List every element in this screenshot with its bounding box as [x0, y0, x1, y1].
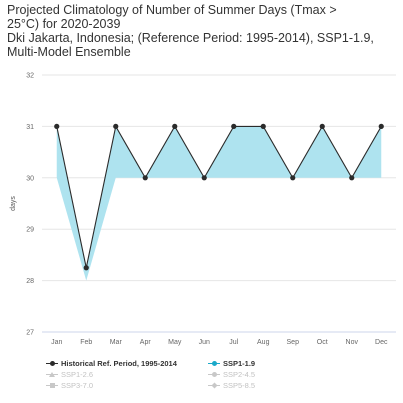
legend-label-ssp245: SSP2-4.5	[223, 370, 256, 379]
historical-point-dec	[378, 123, 384, 129]
historical-point-may	[172, 123, 178, 129]
ssp245-line-icon	[208, 371, 220, 379]
x-tick-label: Nov	[346, 339, 359, 346]
ssp119-range-area	[56, 126, 382, 281]
historical-point-jul	[231, 123, 237, 129]
ssp119-line-icon	[208, 360, 220, 368]
ssp370-line-icon	[46, 382, 58, 390]
axis-layer: 27 28 29 30 31 32 Jan Feb Mar Apr May Jun Jul Aug Sep O…	[10, 73, 396, 346]
y-tick-label: 27	[26, 330, 34, 337]
x-tick-label: Feb	[80, 339, 92, 346]
historical-line-icon	[46, 360, 58, 368]
legend-item-ssp245[interactable]: SSP2-4.5	[208, 370, 370, 379]
historical-point-mar	[113, 123, 119, 129]
legend-label-ssp585: SSP5-8.5	[223, 381, 256, 390]
y-tick-label: 31	[26, 124, 34, 131]
point-layer	[54, 123, 384, 271]
x-tick-label: Jul	[229, 339, 238, 346]
historical-series-line	[56, 124, 382, 268]
legend-item-historical[interactable]: Historical Ref. Period, 1995-2014	[46, 359, 208, 368]
historical-point-jun	[201, 175, 207, 181]
historical-point-apr	[142, 175, 148, 181]
legend-label-ssp126: SSP1-2.6	[61, 370, 94, 379]
historical-point-aug	[260, 123, 266, 129]
legend-label-ssp370: SSP3-7.0	[61, 381, 94, 390]
x-tick-label: Jan	[51, 339, 62, 346]
y-tick-label: 29	[26, 227, 34, 234]
legend-item-ssp370[interactable]: SSP3-7.0	[46, 381, 208, 390]
title-line-2: 25°C) for 2020-2039	[7, 17, 121, 31]
x-tick-label: May	[168, 339, 182, 346]
area-layer	[56, 126, 382, 281]
legend: Historical Ref. Period, 1995-2014 SSP1-1…	[46, 358, 376, 391]
legend-label-historical: Historical Ref. Period, 1995-2014	[61, 359, 177, 368]
ssp585-line-icon	[208, 382, 220, 390]
y-tick-label: 30	[26, 175, 34, 182]
x-tick-label: Apr	[140, 339, 152, 346]
historical-point-jan	[54, 123, 60, 129]
legend-item-ssp119[interactable]: SSP1-1.9	[208, 359, 370, 368]
legend-label-ssp119: SSP1-1.9	[223, 359, 256, 368]
chart-title: Projected Climatology of Number of Summe…	[7, 3, 399, 59]
line-layer	[56, 124, 382, 268]
title-line-1: Projected Climatology of Number of Summe…	[7, 3, 337, 17]
title-line-3: Dki Jakarta, Indonesia; (Reference Perio…	[7, 31, 374, 45]
historical-point-oct	[319, 123, 325, 129]
x-tick-label: Aug	[257, 339, 270, 346]
historical-point-nov	[349, 175, 355, 181]
y-tick-label: 28	[26, 278, 34, 285]
y-tick-label: 32	[26, 73, 34, 80]
x-tick-label: Oct	[317, 339, 328, 346]
y-axis-label: days	[10, 196, 17, 211]
legend-item-ssp585[interactable]: SSP5-8.5	[208, 381, 370, 390]
x-tick-label: Sep	[287, 339, 300, 346]
historical-point-sep	[290, 175, 296, 181]
historical-point-feb	[83, 265, 89, 271]
x-tick-label: Jun	[199, 339, 210, 346]
title-line-4: Multi-Model Ensemble	[7, 45, 131, 59]
x-tick-label: Dec	[375, 339, 388, 346]
legend-item-ssp126[interactable]: SSP1-2.6	[46, 370, 208, 379]
ssp126-line-icon	[46, 371, 58, 379]
x-tick-label: Mar	[110, 339, 123, 346]
